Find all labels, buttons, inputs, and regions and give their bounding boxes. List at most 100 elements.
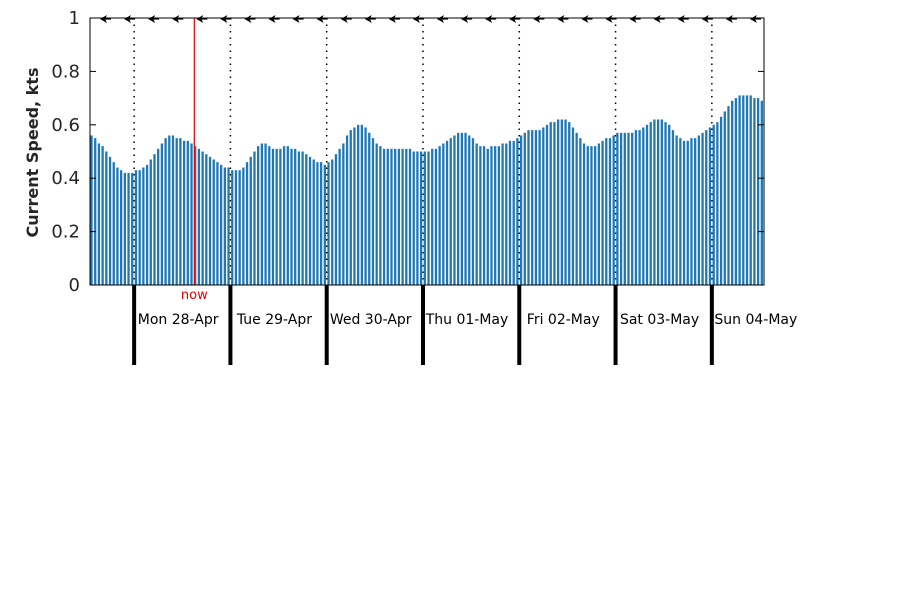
y-tick-label: 0.2 [51, 222, 80, 243]
direction-arrow [509, 15, 521, 23]
speed-bar [190, 143, 193, 285]
speed-bar [679, 138, 682, 285]
speed-bar [708, 127, 712, 285]
day-label: Sat 03-May [620, 312, 699, 328]
speed-bar [431, 148, 434, 285]
speed-bar [464, 132, 467, 285]
speed-bar [316, 162, 319, 285]
direction-arrow [268, 15, 280, 23]
speed-bar [642, 127, 645, 285]
speed-bar [219, 164, 223, 285]
speed-bar [545, 124, 549, 285]
direction-arrow [701, 15, 713, 23]
speed-bar [486, 148, 489, 285]
speed-bar [686, 140, 689, 285]
y-tick-label: 0 [69, 275, 80, 296]
speed-bar [586, 146, 589, 285]
speed-bar [482, 146, 486, 285]
speed-bar [101, 146, 104, 285]
speed-bar [656, 119, 660, 286]
speed-bar [738, 95, 741, 286]
speed-bar [745, 95, 749, 286]
speed-bar [653, 119, 656, 286]
now-label: now [181, 288, 208, 303]
speed-bar [249, 156, 252, 285]
speed-bar [601, 140, 604, 285]
speed-bar [331, 159, 334, 285]
speed-bar [608, 138, 612, 285]
speed-bar [149, 159, 152, 285]
speed-bar [671, 130, 675, 285]
speed-bar [664, 122, 667, 285]
speed-bar [264, 143, 267, 285]
speed-bar [123, 172, 126, 285]
speed-bar [549, 122, 552, 285]
day-label: Tue 29-Apr [236, 312, 312, 328]
direction-arrow [172, 15, 184, 23]
speed-bar [571, 127, 575, 285]
speed-bar [390, 148, 393, 285]
speed-bar [134, 170, 138, 285]
speed-bar [468, 135, 471, 285]
speed-bar [271, 148, 275, 285]
speed-bar [497, 146, 501, 285]
y-tick-label: 1 [69, 8, 80, 29]
speed-bar [216, 162, 219, 285]
speed-bar [90, 135, 93, 285]
speed-bar [238, 170, 241, 285]
day-markers: Mon 28-Apr Tue 29-Apr Wed 30-Apr Thu 01-May… [132, 285, 797, 365]
direction-arrow [364, 15, 376, 23]
speed-bar [538, 130, 541, 285]
speed-bar [290, 148, 293, 285]
y-axis-ticks: 0 0.2 0.4 0.6 0.8 1 [51, 8, 764, 296]
speed-bar [282, 146, 286, 285]
direction-arrow [148, 15, 160, 23]
speed-bar [579, 138, 582, 285]
speed-bar [649, 122, 652, 285]
speed-bar [197, 148, 201, 285]
speed-bar [164, 138, 167, 285]
day-label: Mon 28-Apr [138, 312, 219, 328]
direction-arrow [437, 15, 449, 23]
speed-bar [716, 122, 719, 285]
speed-bar [208, 156, 212, 285]
speed-bar [131, 172, 134, 285]
day-label: Wed 30-Apr [330, 312, 412, 328]
speed-bar [142, 167, 145, 285]
speed-bar [205, 154, 208, 285]
speed-bar [308, 156, 312, 285]
speed-bar [231, 170, 234, 285]
speed-bar [719, 116, 723, 285]
speed-bar [723, 111, 726, 285]
speed-bar [379, 146, 382, 285]
speed-bar [438, 146, 441, 285]
speed-bar [382, 148, 386, 285]
speed-bar [353, 127, 356, 285]
direction-arrow [244, 15, 256, 23]
speed-bar [727, 106, 730, 285]
speed-bar [531, 130, 534, 285]
y-tick-label: 0.6 [51, 115, 80, 136]
speed-bar [660, 119, 663, 286]
speed-bar [201, 151, 204, 285]
speed-bar [179, 138, 182, 285]
direction-arrow [220, 15, 232, 23]
speed-bar [456, 132, 460, 285]
speed-bar [334, 154, 338, 285]
speed-bar [616, 132, 619, 285]
speed-bar [705, 130, 708, 285]
speed-bar [160, 143, 164, 285]
speed-bar [349, 130, 352, 285]
speed-bar [338, 148, 341, 285]
speed-bar [234, 170, 238, 285]
speed-bar [212, 159, 215, 285]
direction-arrow [100, 15, 112, 23]
direction-arrow [725, 15, 737, 23]
speed-bar [527, 130, 530, 285]
speed-bar [171, 135, 175, 285]
speed-bar [375, 143, 378, 285]
speed-bar [501, 143, 504, 285]
direction-arrow [316, 15, 328, 23]
speed-bar [286, 146, 289, 285]
